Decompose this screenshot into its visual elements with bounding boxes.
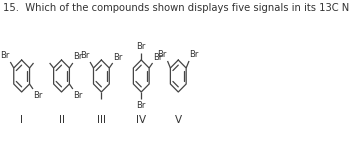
Text: V: V bbox=[175, 115, 182, 125]
Text: Br: Br bbox=[74, 91, 83, 100]
Text: Br: Br bbox=[153, 53, 162, 62]
Text: Br: Br bbox=[34, 91, 43, 100]
Text: Br: Br bbox=[158, 50, 167, 59]
Text: I: I bbox=[20, 115, 23, 125]
Text: Br: Br bbox=[113, 53, 122, 62]
Text: II: II bbox=[58, 115, 64, 125]
Text: Br: Br bbox=[136, 42, 146, 51]
Text: 15.  Which of the compounds shown displays five signals in its 13C NMR spectrum?: 15. Which of the compounds shown display… bbox=[4, 3, 350, 13]
Text: III: III bbox=[97, 115, 106, 125]
Text: Br: Br bbox=[136, 101, 146, 110]
Text: Br: Br bbox=[0, 51, 10, 60]
Text: IV: IV bbox=[136, 115, 146, 125]
Text: Br: Br bbox=[74, 52, 83, 61]
Text: Br: Br bbox=[80, 51, 90, 60]
Text: Br: Br bbox=[190, 50, 199, 59]
